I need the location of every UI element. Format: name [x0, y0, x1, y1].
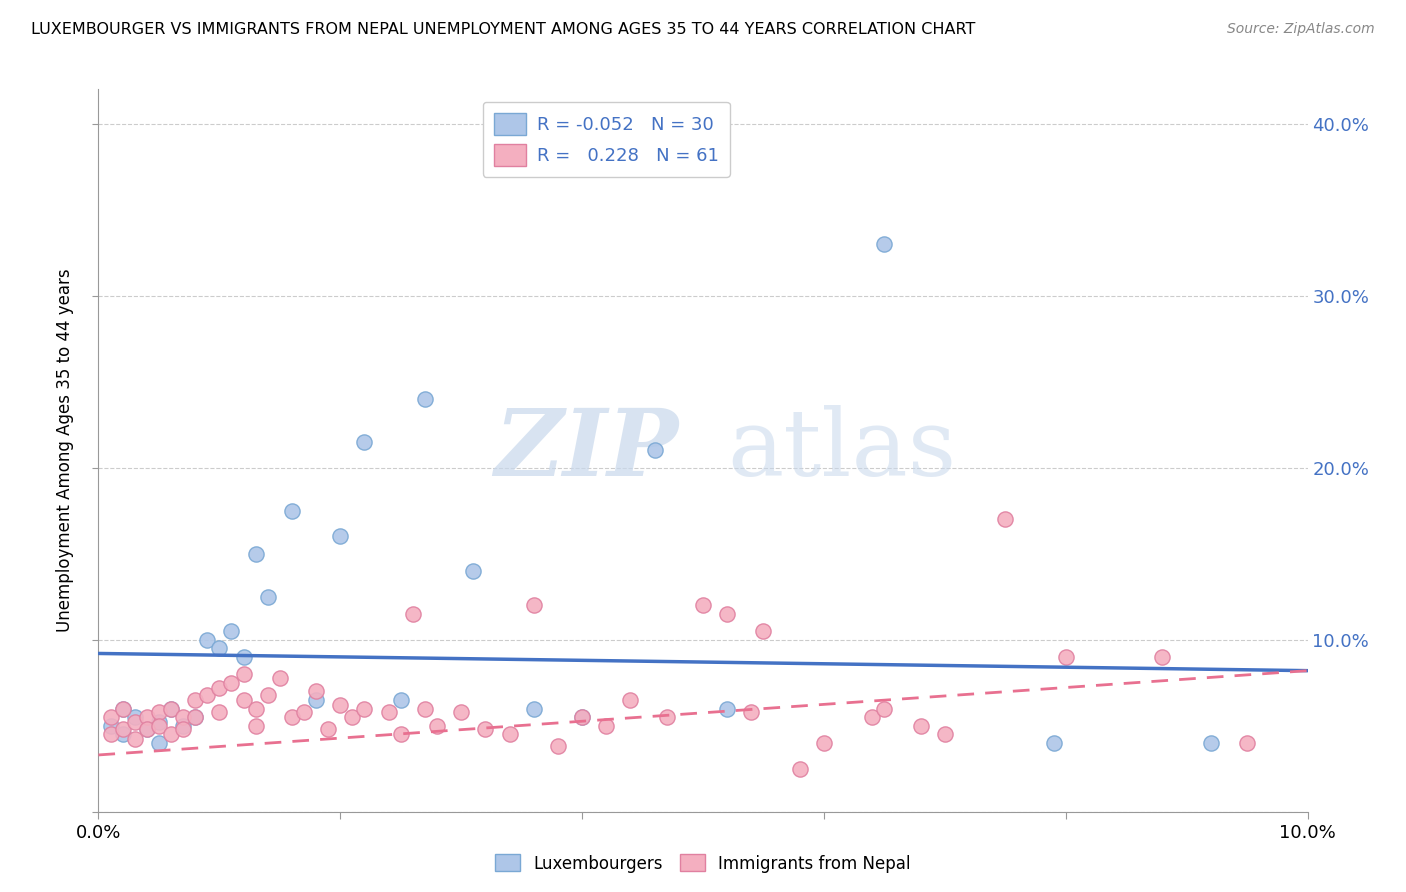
Point [547, 739, 569, 754]
Point [221, 624, 243, 639]
Point [716, 607, 738, 621]
Point [245, 719, 267, 733]
Point [353, 701, 375, 715]
Point [135, 710, 157, 724]
Point [232, 693, 254, 707]
Point [195, 688, 218, 702]
Point [245, 547, 267, 561]
Point [1054, 649, 1077, 664]
Point [389, 727, 412, 741]
Point [571, 710, 593, 724]
Point [256, 688, 278, 702]
Point [994, 512, 1017, 526]
Point [281, 710, 304, 724]
Point [292, 705, 315, 719]
Point [329, 698, 352, 712]
Point [389, 693, 412, 707]
Point [716, 701, 738, 715]
Point [100, 719, 122, 733]
Point [184, 693, 207, 707]
Point [413, 392, 436, 406]
Point [910, 719, 932, 733]
Text: atlas: atlas [727, 406, 956, 495]
Point [184, 710, 207, 724]
Legend: R = -0.052   N = 30, R =   0.228   N = 61: R = -0.052 N = 30, R = 0.228 N = 61 [482, 102, 730, 177]
Text: Source: ZipAtlas.com: Source: ZipAtlas.com [1227, 22, 1375, 37]
Point [100, 727, 122, 741]
Point [184, 710, 207, 724]
Point [245, 701, 267, 715]
Point [353, 434, 375, 449]
Point [571, 710, 593, 724]
Point [124, 710, 146, 724]
Point [523, 599, 546, 613]
Point [752, 624, 775, 639]
Point [740, 705, 762, 719]
Point [148, 705, 170, 719]
Point [172, 719, 194, 733]
Point [232, 667, 254, 681]
Point [644, 443, 666, 458]
Point [402, 607, 425, 621]
Point [135, 722, 157, 736]
Point [523, 701, 546, 715]
Point [111, 701, 134, 715]
Point [474, 722, 496, 736]
Point [148, 719, 170, 733]
Legend: Luxembourgers, Immigrants from Nepal: Luxembourgers, Immigrants from Nepal [489, 847, 917, 880]
Point [463, 564, 485, 578]
Point [873, 237, 896, 252]
Point [269, 671, 291, 685]
Point [172, 722, 194, 736]
Point [426, 719, 449, 733]
Point [377, 705, 399, 719]
Point [498, 727, 520, 741]
Point [256, 590, 278, 604]
Point [232, 649, 254, 664]
Point [160, 727, 183, 741]
Point [692, 599, 714, 613]
Point [195, 632, 218, 647]
Point [1042, 736, 1064, 750]
Point [124, 715, 146, 730]
Point [305, 693, 328, 707]
Point [305, 684, 328, 698]
Point [789, 762, 811, 776]
Point [329, 529, 352, 543]
Point [860, 710, 883, 724]
Point [160, 701, 183, 715]
Point [450, 705, 472, 719]
Point [148, 715, 170, 730]
Point [1236, 736, 1258, 750]
Point [208, 641, 231, 656]
Point [316, 722, 339, 736]
Point [148, 736, 170, 750]
Point [124, 732, 146, 747]
Point [160, 701, 183, 715]
Point [172, 710, 194, 724]
Point [873, 701, 896, 715]
Point [342, 710, 364, 724]
Point [595, 719, 617, 733]
Point [208, 705, 231, 719]
Point [619, 693, 641, 707]
Point [934, 727, 956, 741]
Point [100, 710, 122, 724]
Point [1152, 649, 1174, 664]
Y-axis label: Unemployment Among Ages 35 to 44 years: Unemployment Among Ages 35 to 44 years [56, 268, 75, 632]
Point [135, 722, 157, 736]
Point [208, 681, 231, 695]
Point [221, 675, 243, 690]
Point [1199, 736, 1222, 750]
Point [655, 710, 678, 724]
Text: ZIP: ZIP [495, 406, 679, 495]
Point [413, 701, 436, 715]
Point [111, 722, 134, 736]
Point [111, 727, 134, 741]
Point [813, 736, 835, 750]
Text: LUXEMBOURGER VS IMMIGRANTS FROM NEPAL UNEMPLOYMENT AMONG AGES 35 TO 44 YEARS COR: LUXEMBOURGER VS IMMIGRANTS FROM NEPAL UN… [31, 22, 976, 37]
Point [281, 503, 304, 517]
Point [111, 701, 134, 715]
